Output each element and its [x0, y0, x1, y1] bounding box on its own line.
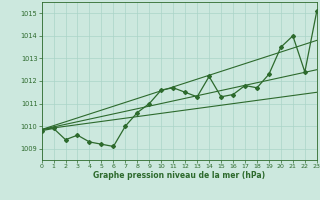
X-axis label: Graphe pression niveau de la mer (hPa): Graphe pression niveau de la mer (hPa) — [93, 171, 265, 180]
